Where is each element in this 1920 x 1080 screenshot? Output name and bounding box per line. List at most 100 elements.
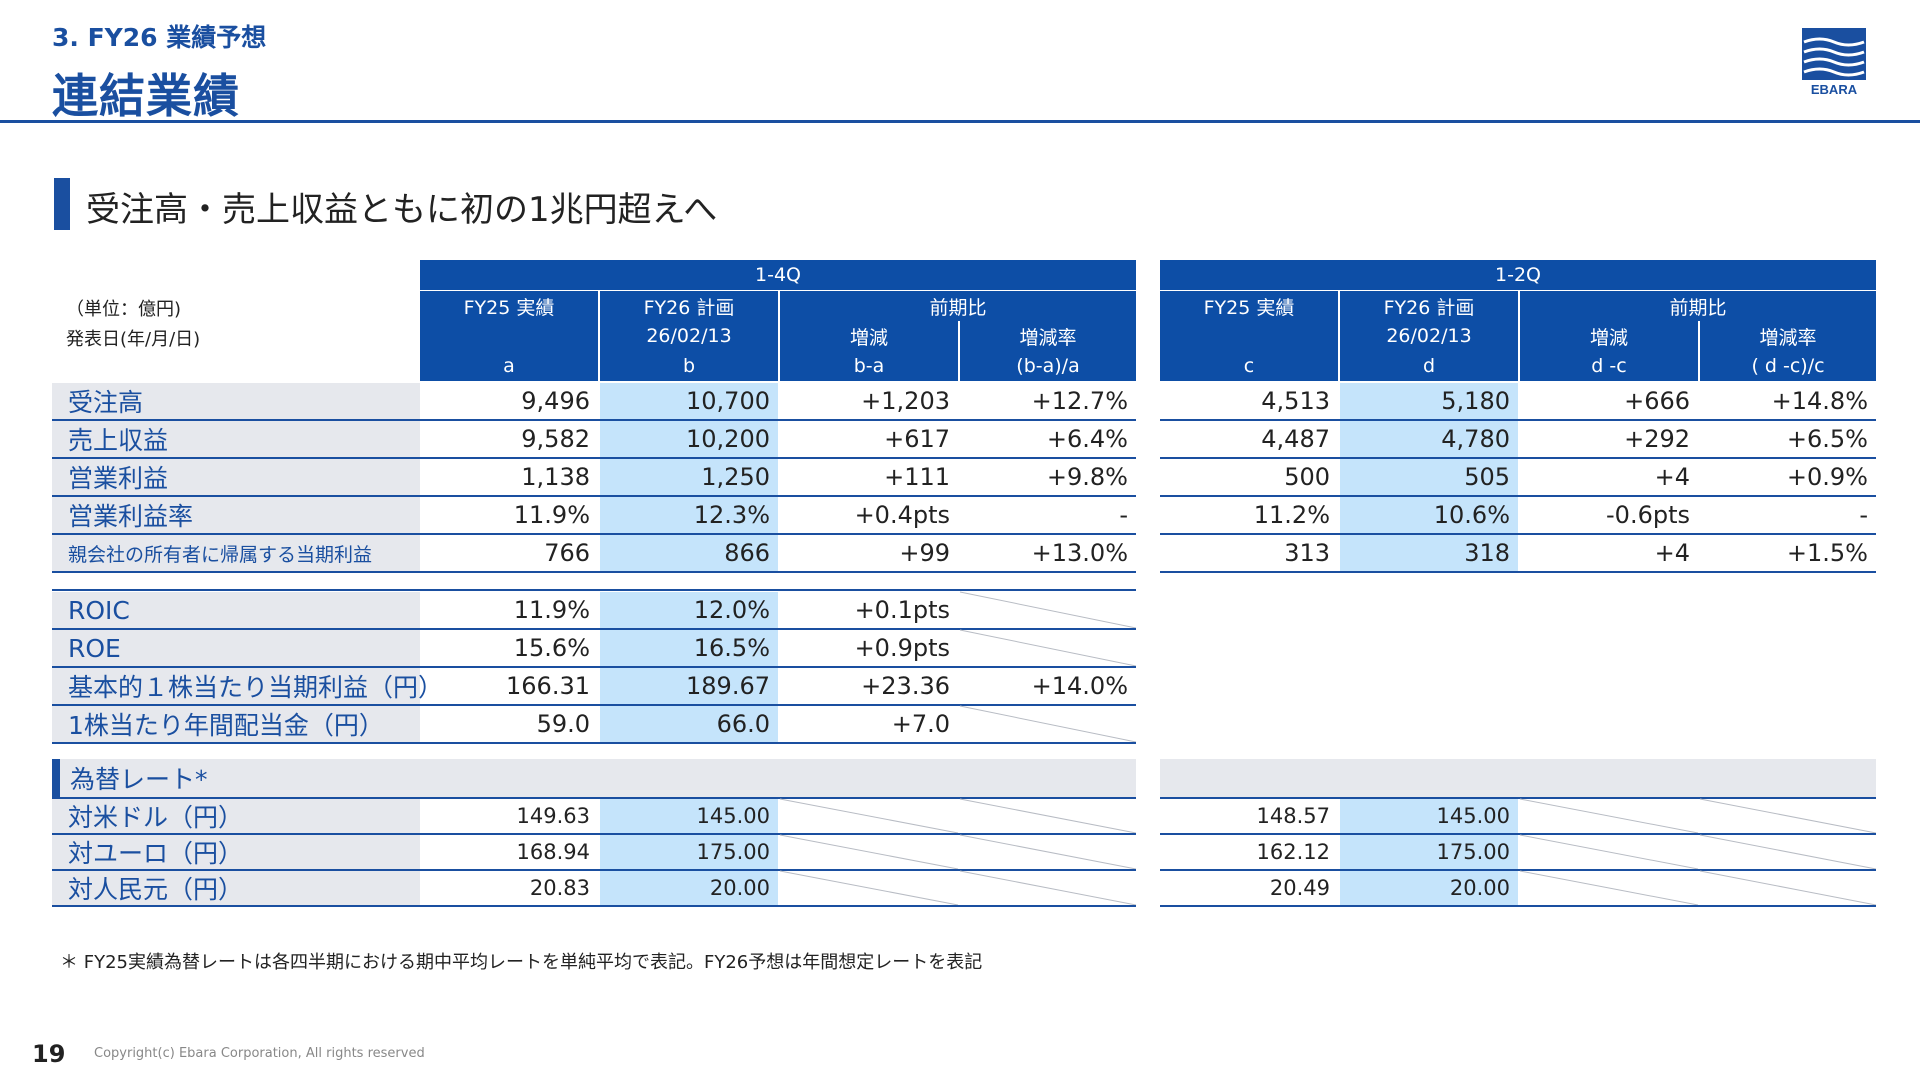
left-diff-value: +0.1pts [854, 596, 950, 624]
right-col-plan: FY26 計画 [1340, 291, 1518, 321]
left-plan-value: 12.3% [600, 497, 778, 533]
headline-marker [54, 178, 70, 230]
row-label: 対人民元（円） [52, 871, 420, 905]
right-plan-value: 505 [1340, 459, 1518, 495]
ebara-logo-icon: EBARA [1802, 28, 1866, 97]
copyright: Copyright(c) Ebara Corporation, All righ… [94, 1046, 425, 1061]
right-key-prev: c [1160, 351, 1338, 381]
row-divider [1160, 457, 1876, 459]
right-col-prev-spacer [1160, 321, 1338, 351]
na-diagonal [1519, 834, 1877, 870]
right-prev-value: 162.12 [1256, 840, 1330, 864]
left-diff-value: +0.9pts [854, 634, 950, 662]
date-label: 発表日(年/月/日) [66, 329, 201, 350]
right-col-prev: FY25 実績 [1160, 291, 1338, 321]
left-diff-value: +7.0 [891, 710, 950, 738]
na-diagonal [959, 629, 1137, 667]
na-diagonal [1519, 870, 1877, 906]
row-label: 対米ドル（円） [52, 799, 420, 833]
row-divider [1160, 905, 1876, 907]
left-prev-value: 59.0 [536, 710, 590, 738]
left-period-header: 1-4Q [420, 260, 1136, 290]
fx-title: 為替レート* [70, 765, 208, 794]
left-prev-value: 168.94 [516, 840, 590, 864]
right-key-diff: d -c [1520, 351, 1698, 381]
left-prev-value: 149.63 [516, 804, 590, 828]
left-plan-value: 12.0% [600, 592, 778, 628]
right-plan-value: 10.6% [1340, 497, 1518, 533]
right-plan-date: 26/02/13 [1340, 321, 1518, 351]
right-prev-value: 4,487 [1261, 425, 1330, 453]
row-divider [52, 457, 1136, 459]
right-prev-value: 148.57 [1256, 804, 1330, 828]
left-prev-value: 166.31 [506, 672, 590, 700]
row-label: 1株当たり年間配当金（円） [52, 706, 420, 742]
right-key-rate: ( d -c)/c [1700, 351, 1876, 381]
right-prev-value: 500 [1284, 463, 1330, 491]
right-prev-value: 313 [1284, 539, 1330, 567]
left-diff-value: +111 [884, 463, 950, 491]
row-divider [1160, 571, 1876, 573]
right-plan-value: 175.00 [1340, 835, 1518, 869]
na-diagonal [959, 591, 1137, 629]
left-plan-value: 1,250 [600, 459, 778, 495]
row-divider [1160, 797, 1876, 799]
svg-text:EBARA: EBARA [1811, 82, 1858, 96]
row-label: ROIC [52, 592, 420, 628]
left-plan-value: 175.00 [600, 835, 778, 869]
right-diff-value: -0.6pts [1606, 501, 1690, 529]
left-prev-value: 9,496 [521, 387, 590, 415]
row-divider [52, 533, 1136, 535]
right-rate-value: +0.9% [1786, 463, 1868, 491]
left-prev-value: 9,582 [521, 425, 590, 453]
na-diagonal [779, 798, 1137, 834]
row-divider [52, 571, 1136, 573]
left-col-yoy: 前期比 [780, 291, 1136, 321]
left-key-rate: (b-a)/a [960, 351, 1136, 381]
left-prev-value: 766 [544, 539, 590, 567]
footnote: ＊ FY25実績為替レートは各四半期における期中平均レートを単純平均で表記。FY… [60, 952, 983, 973]
left-plan-value: 10,700 [600, 383, 778, 419]
row-divider [1160, 495, 1876, 497]
row-label: 受注高 [52, 383, 420, 419]
section-label: 3. FY26 業績予想 [52, 23, 267, 52]
right-prev-value: 4,513 [1261, 387, 1330, 415]
row-divider [1160, 869, 1876, 871]
unit-label: （単位：億円) [66, 299, 182, 320]
row-label: 営業利益率 [52, 497, 420, 533]
left-plan-value: 145.00 [600, 799, 778, 833]
left-diff-value: +23.36 [861, 672, 950, 700]
left-rate-value: +14.0% [1031, 672, 1128, 700]
row-divider [52, 742, 1136, 744]
row-divider [52, 797, 1136, 799]
right-col-rate: 増減率 [1700, 321, 1876, 351]
left-col-diff: 増減 [780, 321, 958, 351]
left-rate-value: +9.8% [1046, 463, 1128, 491]
header-rule [0, 120, 1920, 123]
left-rate-value: +6.4% [1046, 425, 1128, 453]
left-key-diff: b-a [780, 351, 958, 381]
left-diff-value: +617 [884, 425, 950, 453]
row-divider [52, 869, 1136, 871]
row-divider [52, 833, 1136, 835]
row-label: ROE [52, 630, 420, 666]
fx-header-band-right [1160, 759, 1876, 797]
left-plan-value: 189.67 [600, 668, 778, 704]
left-col-rate: 増減率 [960, 321, 1136, 351]
right-rate-value: +6.5% [1786, 425, 1868, 453]
row-divider [52, 589, 1136, 591]
right-rate-value: +1.5% [1786, 539, 1868, 567]
right-plan-value: 20.00 [1340, 871, 1518, 905]
na-diagonal [779, 834, 1137, 870]
left-prev-value: 1,138 [521, 463, 590, 491]
row-divider [1160, 533, 1876, 535]
right-col-yoy: 前期比 [1520, 291, 1876, 321]
row-divider [1160, 833, 1876, 835]
left-rate-value: - [1119, 501, 1128, 529]
row-label: 対ユーロ（円） [52, 835, 420, 869]
right-period-header: 1-2Q [1160, 260, 1876, 290]
left-rate-value: +13.0% [1031, 539, 1128, 567]
row-divider [52, 905, 1136, 907]
right-diff-value: +666 [1624, 387, 1690, 415]
left-prev-value: 11.9% [513, 596, 590, 624]
